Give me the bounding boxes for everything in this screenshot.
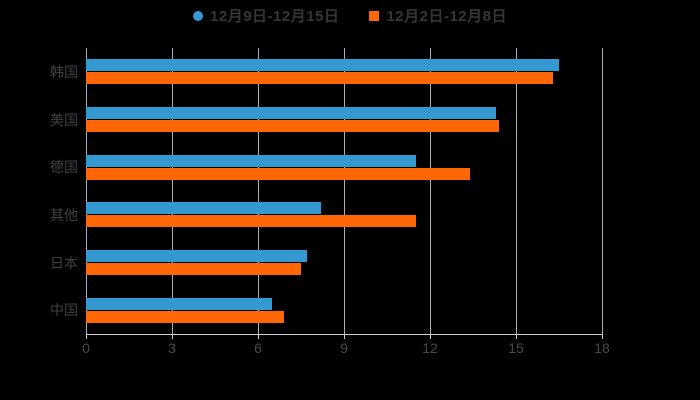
x-axis-tick: [430, 334, 431, 339]
gridline-x-0: [86, 48, 87, 334]
gridline-x-3: [172, 48, 173, 334]
bar-中国-12月2日-12月8日: [86, 310, 284, 323]
y-category-label-韩国: 韩国: [50, 63, 78, 80]
bar-德国-12月9日-12月15日: [86, 154, 416, 167]
x-axis-tick: [258, 334, 259, 339]
legend-label-week2: 12月9日-12月15日: [210, 8, 340, 25]
legend-item-week1[interactable]: 12月2日-12月8日: [369, 5, 507, 26]
x-tick-label-18: 18: [594, 340, 610, 356]
x-tick-label-15: 15: [508, 340, 524, 356]
bar-德国-12月2日-12月8日: [86, 167, 471, 180]
legend-circle-marker-icon: [193, 10, 204, 21]
y-category-label-日本: 日本: [50, 254, 78, 271]
legend-item-week2[interactable]: 12月9日-12月15日: [193, 5, 339, 26]
x-axis-tick: [602, 334, 603, 339]
bar-其他-12月9日-12月15日: [86, 202, 322, 215]
gridline-x-6: [258, 48, 259, 334]
bar-美国-12月2日-12月8日: [86, 119, 499, 132]
y-category-label-德国: 德国: [50, 159, 78, 176]
bar-group-日本: [86, 239, 602, 287]
gridline-x-9: [344, 48, 345, 334]
bar-韩国-12月9日-12月15日: [86, 59, 559, 72]
plot-area: [86, 48, 603, 334]
bar-group-德国: [86, 143, 602, 191]
x-tick-label-6: 6: [254, 340, 262, 356]
bar-group-其他: [86, 191, 602, 239]
bar-美国-12月9日-12月15日: [86, 106, 496, 119]
y-category-label-美国: 美国: [50, 111, 78, 128]
bar-group-美国: [86, 96, 602, 144]
bar-其他-12月2日-12月8日: [86, 215, 416, 228]
x-axis-tick: [516, 334, 517, 339]
x-axis-tick: [86, 334, 87, 339]
x-tick-label-0: 0: [82, 340, 90, 356]
x-axis-tick: [344, 334, 345, 339]
bar-日本-12月2日-12月8日: [86, 262, 301, 275]
bar-group-中国: [86, 286, 602, 334]
gridline-x-18: [602, 48, 603, 334]
x-tick-label-3: 3: [168, 340, 176, 356]
x-tick-label-12: 12: [422, 340, 438, 356]
y-category-label-中国: 中国: [50, 302, 78, 319]
gridline-x-15: [516, 48, 517, 334]
bar-韩国-12月2日-12月8日: [86, 72, 554, 85]
x-axis-tick: [172, 334, 173, 339]
legend-square-marker-icon: [369, 10, 380, 21]
legend-label-week1: 12月2日-12月8日: [386, 8, 507, 25]
x-tick-label-9: 9: [340, 340, 348, 356]
y-category-label-其他: 其他: [50, 206, 78, 223]
bar-日本-12月9日-12月15日: [86, 249, 307, 262]
bar-group-韩国: [86, 48, 602, 96]
chart-legend: 12月9日-12月15日 12月2日-12月8日: [193, 5, 507, 26]
bar-中国-12月9日-12月15日: [86, 297, 273, 310]
gridline-x-12: [430, 48, 431, 334]
